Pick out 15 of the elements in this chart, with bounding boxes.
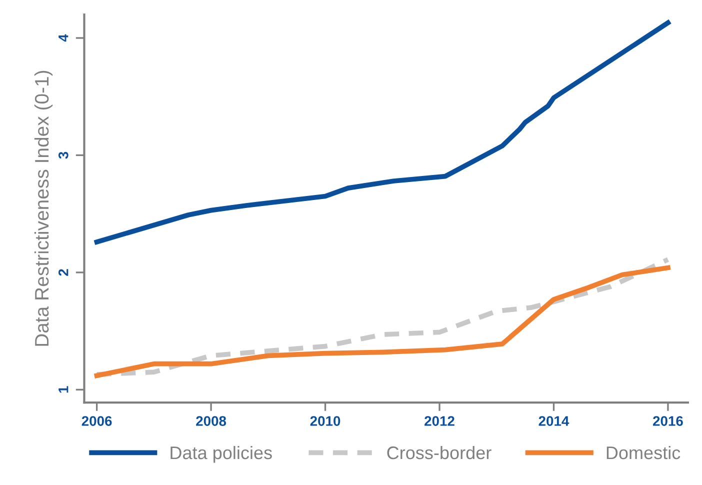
legend-label: Data policies xyxy=(170,446,272,463)
x-tick-label: 2016 xyxy=(653,416,683,426)
x-tick-label: 2012 xyxy=(424,416,454,426)
x-tick-label: 2014 xyxy=(538,416,570,426)
y-tick-label: 4 xyxy=(58,34,68,42)
line-series xyxy=(94,20,670,244)
x-tick-label: 2006 xyxy=(82,416,112,426)
legend-label: Domestic xyxy=(606,446,680,460)
x-tick-label: 2010 xyxy=(310,416,340,426)
y-axis-title: Data Restrictiveness Index (0-1) xyxy=(34,70,53,346)
y-tick-label: 1 xyxy=(58,386,68,393)
x-tick-label: 2008 xyxy=(196,416,226,426)
y-tick-label: 2 xyxy=(58,269,68,276)
legend-label: Cross-border xyxy=(387,446,492,460)
y-tick-label: 3 xyxy=(58,152,68,159)
